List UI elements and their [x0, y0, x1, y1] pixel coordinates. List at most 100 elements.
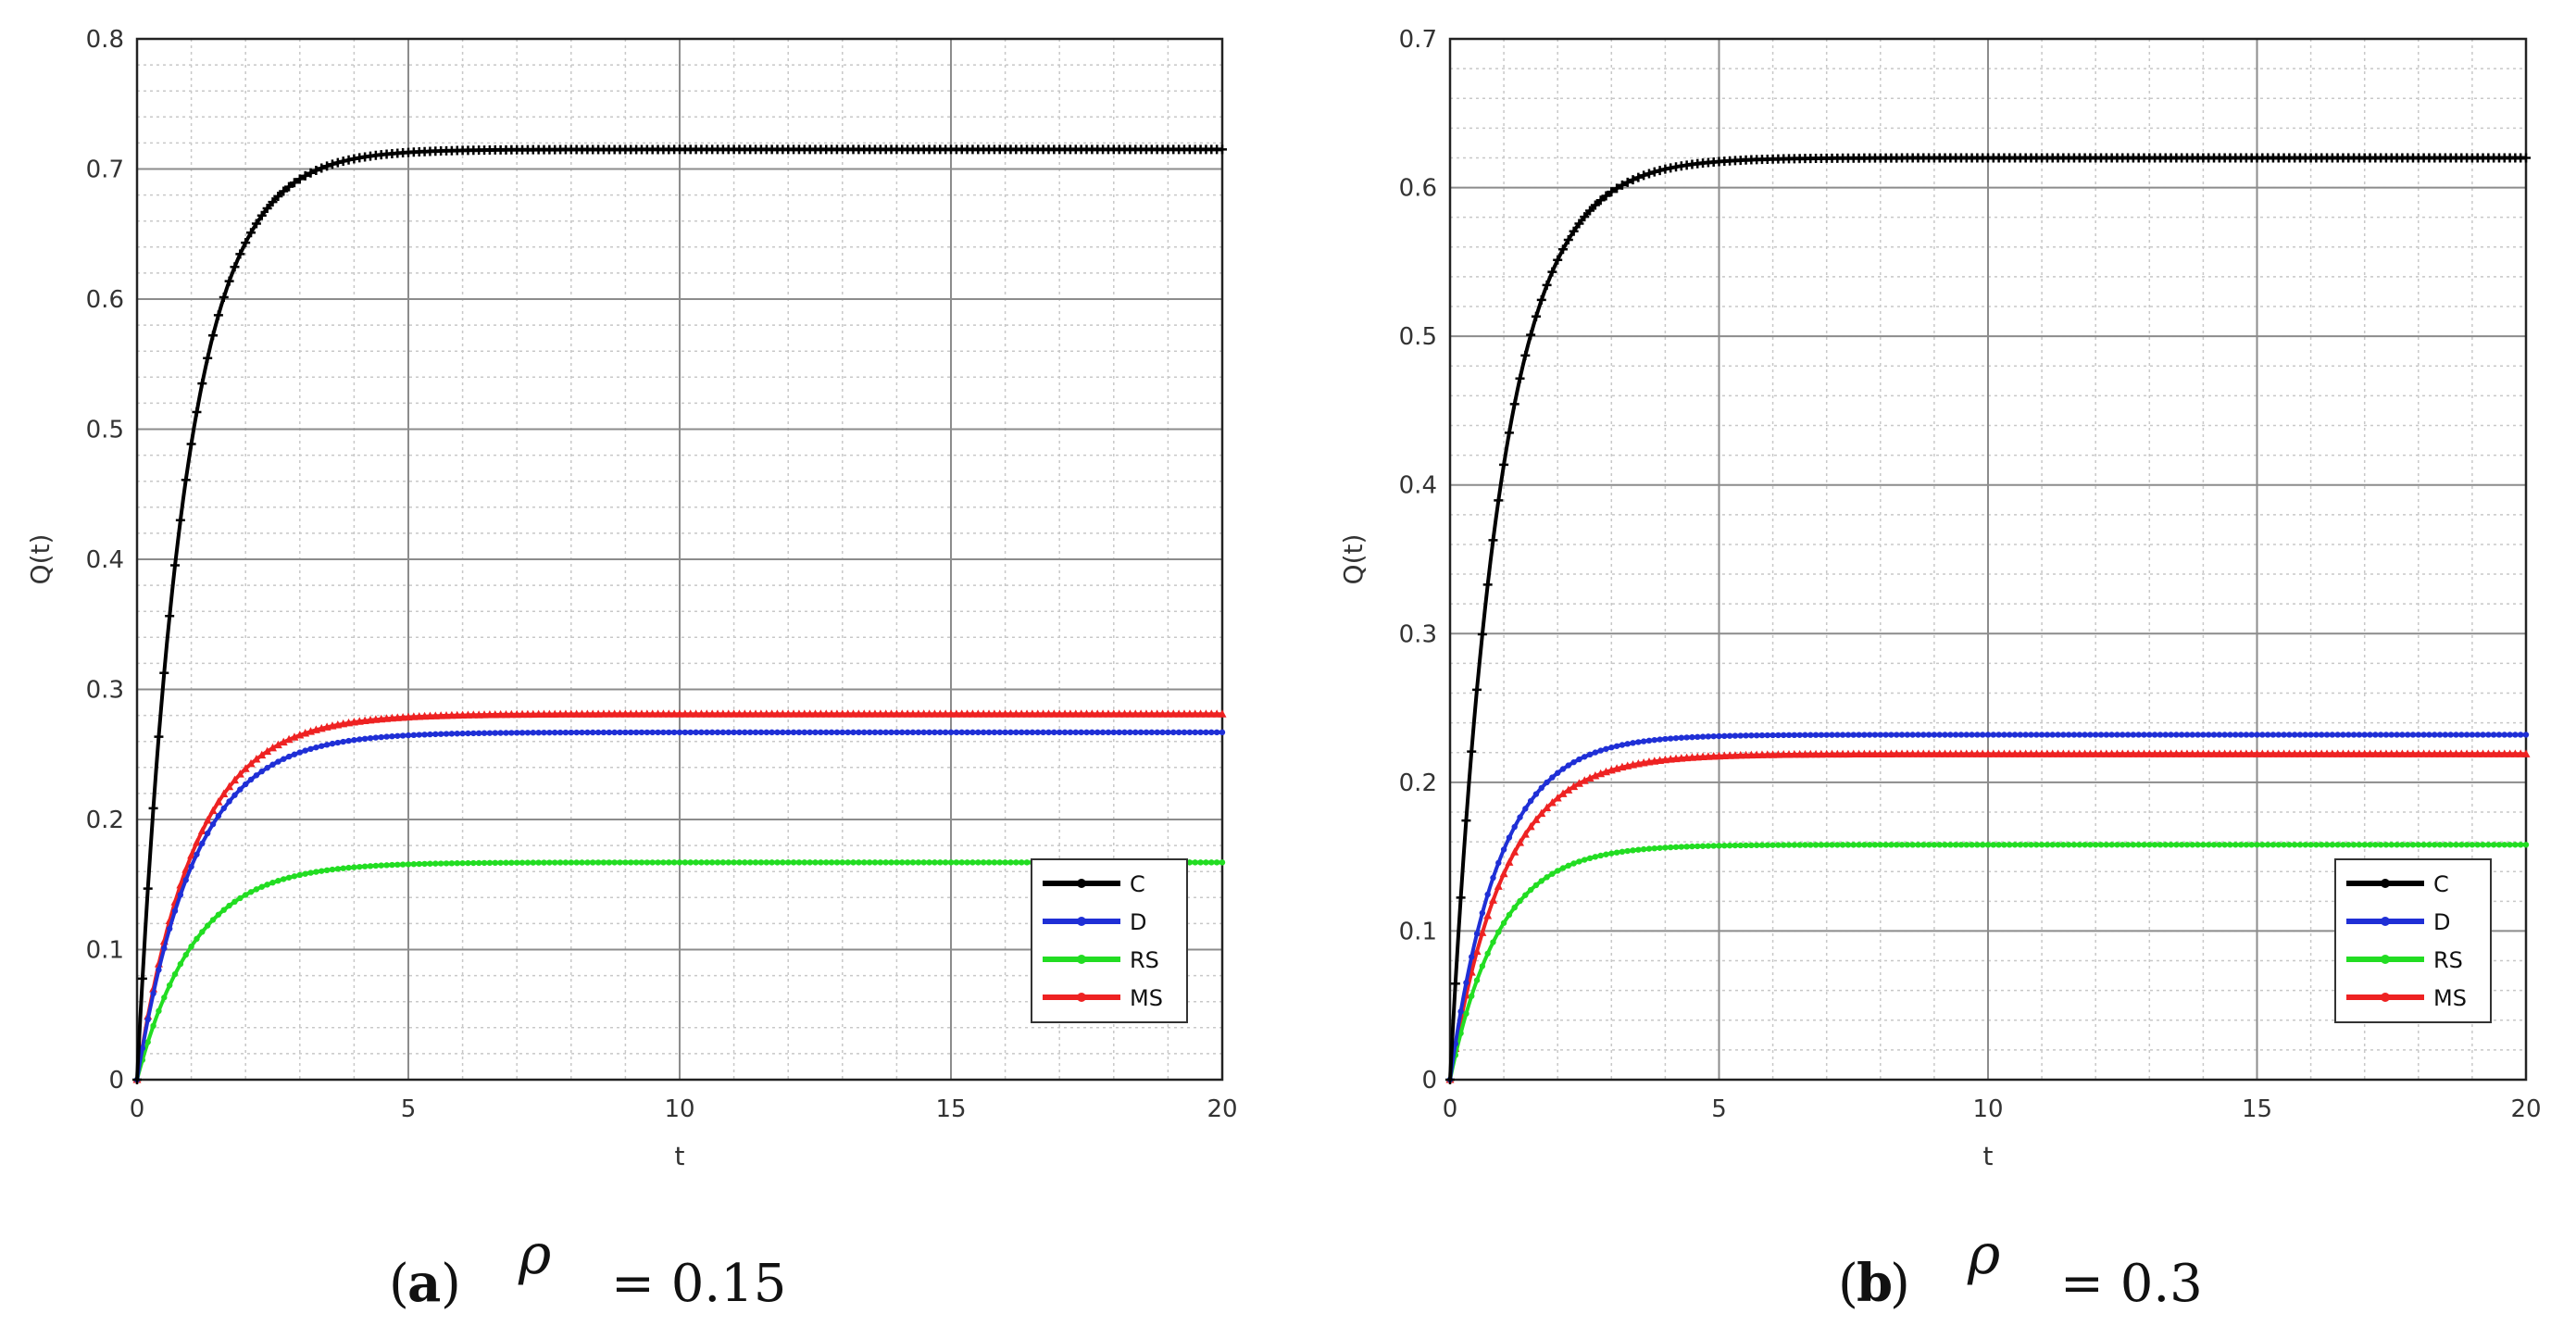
- data-point: [492, 730, 498, 736]
- data-point: [1078, 729, 1084, 736]
- data-point: [2108, 732, 2115, 738]
- data-point: [582, 709, 592, 718]
- data-point: [1942, 732, 1948, 738]
- data-point: [1104, 709, 1113, 718]
- legend-marker: [2381, 955, 2390, 964]
- data-point: [594, 859, 602, 866]
- legend-marker: [2381, 917, 2390, 926]
- data-point: [1619, 848, 1626, 856]
- data-point: [361, 735, 369, 743]
- data-point: [1931, 732, 1938, 738]
- data-point: [562, 729, 569, 736]
- data-point: [1028, 709, 1037, 718]
- data-point: [2082, 842, 2088, 848]
- data-point: [584, 729, 591, 736]
- data-point: [823, 859, 830, 866]
- data-point: [2028, 842, 2034, 848]
- data-point: [1660, 164, 1670, 174]
- data-point: [166, 982, 173, 989]
- data-point: [2328, 749, 2337, 757]
- data-point: [235, 769, 244, 778]
- data-point: [188, 943, 194, 950]
- legend-item-c: C: [2346, 871, 2449, 897]
- data-point: [416, 860, 422, 868]
- legend-marker: [2381, 993, 2390, 1002]
- data-point: [1699, 843, 1707, 849]
- data-point: [1500, 846, 1507, 853]
- data-point: [1736, 750, 1745, 759]
- data-point: [1473, 931, 1481, 937]
- data-point: [1855, 749, 1864, 758]
- y-tick-label: 0.7: [86, 156, 124, 184]
- data-point: [1125, 709, 1134, 718]
- data-point: [2340, 842, 2346, 848]
- data-point: [1689, 733, 1695, 741]
- data-point: [1169, 709, 1178, 718]
- data-point: [1219, 729, 1226, 736]
- data-point: [291, 873, 298, 880]
- data-point: [2495, 749, 2504, 757]
- data-point: [2415, 842, 2421, 848]
- data-point: [2162, 842, 2169, 848]
- data-point: [2112, 749, 2121, 757]
- data-point: [807, 859, 813, 866]
- data-point: [1806, 749, 1815, 758]
- data-point: [2495, 732, 2503, 738]
- data-point: [882, 729, 889, 736]
- data-point: [719, 709, 728, 718]
- data-point: [2108, 842, 2115, 848]
- data-point: [926, 729, 932, 736]
- grid: [136, 38, 1223, 1081]
- data-point: [470, 730, 477, 737]
- data-point: [763, 729, 769, 736]
- data-point: [1630, 847, 1636, 854]
- data-point: [812, 859, 819, 866]
- caption-letter: b: [1857, 1253, 1893, 1314]
- data-point: [2248, 732, 2255, 738]
- data-point: [2479, 749, 2488, 757]
- data-point: [317, 163, 327, 173]
- data-point: [1807, 732, 1814, 738]
- data-point: [2156, 749, 2165, 757]
- data-point: [2183, 732, 2191, 738]
- data-point: [2130, 732, 2137, 738]
- data-point: [279, 737, 288, 746]
- data-point: [1737, 842, 1744, 849]
- data-point: [209, 917, 217, 923]
- data-point: [534, 709, 544, 719]
- data-point: [904, 729, 911, 736]
- data-point: [2103, 732, 2110, 738]
- data-point: [2473, 749, 2482, 757]
- data-point: [1484, 891, 1491, 898]
- data-point: [1790, 749, 1799, 758]
- data-point: [1662, 735, 1669, 743]
- data-point: [2120, 732, 2126, 738]
- data-point: [459, 859, 466, 867]
- data-point: [2064, 749, 2073, 757]
- data-point: [1143, 729, 1150, 736]
- data-point: [2367, 842, 2373, 848]
- data-point: [1163, 709, 1172, 718]
- data-point: [1894, 842, 1900, 848]
- data-point: [291, 751, 298, 757]
- data-point: [1472, 684, 1482, 694]
- data-point: [573, 859, 580, 866]
- data-point: [2323, 732, 2331, 738]
- data-point: [2093, 732, 2099, 738]
- data-point: [789, 709, 798, 718]
- data-point: [410, 861, 418, 868]
- data-point: [1818, 842, 1825, 848]
- data-point: [1870, 749, 1880, 757]
- data-point: [465, 730, 471, 737]
- data-point: [1506, 911, 1513, 919]
- data-point: [1877, 732, 1884, 738]
- data-point: [2118, 749, 2127, 757]
- data-point: [453, 710, 462, 719]
- data-point: [2307, 749, 2316, 757]
- data-point: [1093, 709, 1102, 718]
- data-point: [1538, 784, 1544, 792]
- data-point: [1495, 929, 1502, 935]
- data-point: [296, 871, 303, 879]
- data-point: [332, 157, 343, 168]
- data-point: [144, 1039, 151, 1045]
